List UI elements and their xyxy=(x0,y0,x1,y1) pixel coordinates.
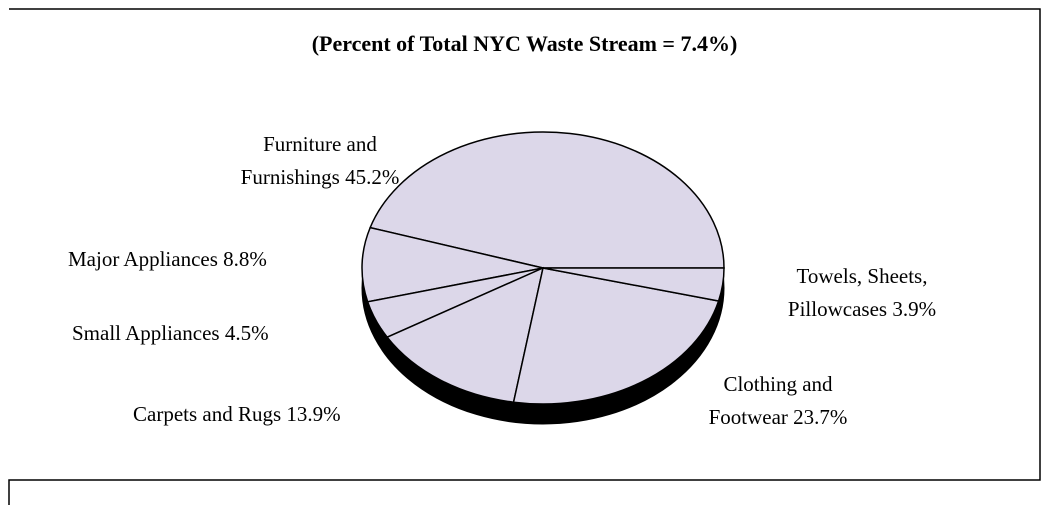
value-label: 8.8% xyxy=(223,247,267,271)
pie-slice xyxy=(369,131,725,269)
pie-slice xyxy=(361,226,544,303)
category-label: Towels, Sheets, Pillowcases xyxy=(787,264,928,321)
category-label: Clothing and Footwear xyxy=(708,372,833,429)
value-label: 13.9% xyxy=(286,402,341,426)
slice-label: Carpets and Rugs 13.9% xyxy=(133,398,341,431)
value-label: 45.2% xyxy=(345,165,400,189)
category-label: Furniture and Furnishings xyxy=(240,132,377,189)
slice-label: Major Appliances 8.8% xyxy=(68,243,267,276)
slice-label: Furniture and Furnishings 45.2% xyxy=(220,128,420,194)
chart-title: (Percent of Total NYC Waste Stream = 7.4… xyxy=(311,31,738,56)
pie-slice xyxy=(512,267,720,405)
slice-label: Small Appliances 4.5% xyxy=(72,317,269,350)
value-label: 4.5% xyxy=(224,321,269,345)
slice-label: Towels, Sheets, Pillowcases 3.9% xyxy=(762,260,962,326)
frame xyxy=(8,8,1041,505)
value-label: 23.7% xyxy=(793,405,848,429)
category-label: Major Appliances xyxy=(68,247,218,271)
category-label: Small Appliances xyxy=(72,321,220,345)
pie-slice xyxy=(386,266,545,404)
pie-slice xyxy=(542,267,725,302)
category-label: Carpets and Rugs xyxy=(133,402,282,426)
value-label: 3.9% xyxy=(892,297,937,321)
slice-label: Clothing and Footwear 23.7% xyxy=(688,368,868,434)
